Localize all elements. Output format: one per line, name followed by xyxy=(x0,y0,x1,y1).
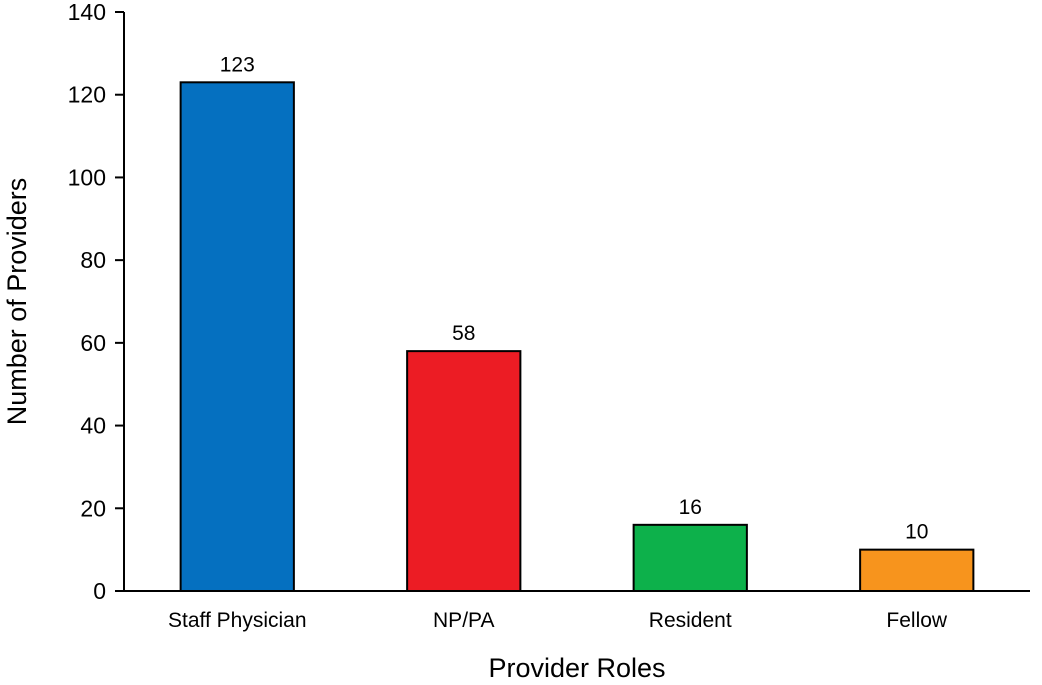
bar-staff-physician xyxy=(179,81,295,593)
y-tick-label: 80 xyxy=(80,247,106,273)
y-tick-label: 0 xyxy=(93,578,106,604)
bar-resident xyxy=(632,523,748,592)
y-axis-title: Number of Providers xyxy=(2,178,32,426)
y-tick-label: 140 xyxy=(68,0,106,25)
y-axis-ticks: 0 20 40 60 80 100 120 140 xyxy=(68,0,124,604)
bar-data-label: 10 xyxy=(905,521,928,544)
x-tick-label: Resident xyxy=(649,609,732,632)
y-tick-label: 40 xyxy=(80,413,106,439)
bar-data-label: 123 xyxy=(220,53,255,76)
x-axis-title: Provider Roles xyxy=(488,653,665,683)
bar-data-label: 58 xyxy=(452,322,475,345)
bar-data-label: 16 xyxy=(679,496,702,519)
y-tick-label: 20 xyxy=(80,495,106,521)
y-tick-label: 60 xyxy=(80,330,106,356)
y-tick-label: 100 xyxy=(68,164,106,190)
x-tick-label: Staff Physician xyxy=(168,609,307,632)
bar-fellow xyxy=(859,548,975,593)
x-tick-label: Fellow xyxy=(886,609,948,632)
bar-np-pa xyxy=(406,350,522,592)
y-tick-label: 120 xyxy=(68,82,106,108)
x-axis-ticks: Staff Physician NP/PA Resident Fellow xyxy=(168,609,948,632)
x-tick-label: NP/PA xyxy=(433,609,494,632)
bar-series: 123 58 16 10 xyxy=(179,53,975,593)
